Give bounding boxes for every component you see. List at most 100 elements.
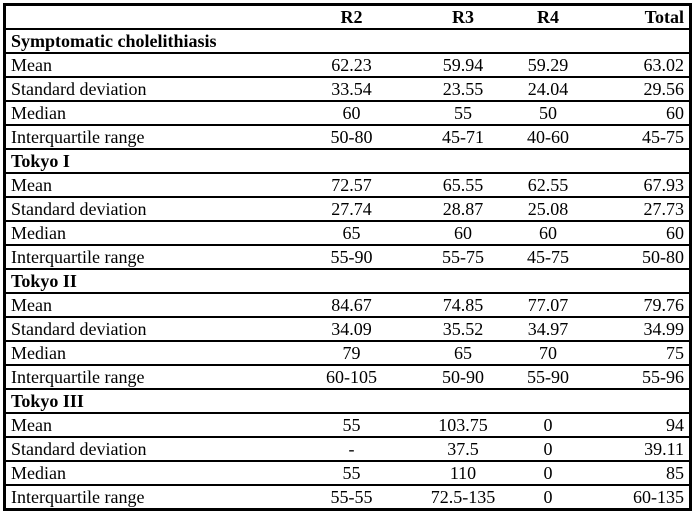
table-row: Interquartile range 55-90 55-75 45-75 50-80	[4, 245, 691, 270]
cell-value: 0	[505, 437, 591, 462]
cell-value: 94	[590, 413, 691, 438]
table-row: Interquartile range 60-105 50-90 55-90 55-96	[4, 365, 691, 390]
table-row: Median 79 65 70 75	[4, 341, 691, 366]
row-label: Interquartile range	[4, 245, 283, 270]
cell-value: 0	[505, 413, 591, 438]
cell-value: 25.08	[505, 197, 591, 222]
table-row: Median 65 60 60 60	[4, 221, 691, 246]
cell-value: 60	[590, 221, 691, 246]
column-header: R4	[505, 4, 591, 30]
cell-value: 50-90	[420, 365, 506, 390]
cell-value: 29.56	[590, 77, 691, 102]
cell-value: 62.55	[505, 173, 591, 198]
cell-value: 39.11	[590, 437, 691, 462]
cell-value: 23.55	[420, 77, 506, 102]
section-header: Tokyo III	[4, 389, 691, 414]
cell-value: 60	[420, 221, 506, 246]
table-row: Standard deviation 34.09 35.52 34.97 34.99	[4, 317, 691, 342]
cell-value: 35.52	[420, 317, 506, 342]
cell-value: 67.93	[590, 173, 691, 198]
cell-value: 0	[505, 461, 591, 486]
cell-value: 50	[505, 101, 591, 126]
cell-value: 103.75	[420, 413, 506, 438]
cell-value: 77.07	[505, 293, 591, 318]
row-label: Mean	[4, 293, 283, 318]
cell-value: 65	[282, 221, 421, 246]
table-row: Median 60 55 50 60	[4, 101, 691, 126]
row-label: Standard deviation	[4, 77, 283, 102]
cell-value: 28.87	[420, 197, 506, 222]
row-label: Standard deviation	[4, 197, 283, 222]
row-label: Interquartile range	[4, 125, 283, 150]
column-header: R2	[282, 4, 421, 30]
cell-value: 60	[282, 101, 421, 126]
cell-value: 33.54	[282, 77, 421, 102]
cell-value: -	[282, 437, 421, 462]
column-header: Total	[590, 4, 691, 30]
cell-value: 62.23	[282, 53, 421, 78]
cell-value: 34.97	[505, 317, 591, 342]
cell-value: 55-96	[590, 365, 691, 390]
table-row: Mean 55 103.75 0 94	[4, 413, 691, 438]
cell-value: 55	[282, 413, 421, 438]
column-header: R3	[420, 4, 506, 30]
corner-cell	[4, 4, 283, 30]
row-label: Interquartile range	[4, 365, 283, 390]
cell-value: 55-90	[282, 245, 421, 270]
table-row: Standard deviation -37.5 0 39.11	[4, 437, 691, 462]
row-label: Median	[4, 341, 283, 366]
cell-value: 63.02	[590, 53, 691, 78]
cell-value: 84.67	[282, 293, 421, 318]
cell-value: 74.85	[420, 293, 506, 318]
statistics-table-body: R2 R3 R4 Total Symptomatic cholelithiasis Mea…	[4, 4, 691, 511]
row-label: Mean	[4, 53, 283, 78]
section-header-row: Tokyo I	[4, 149, 691, 174]
row-label: Standard deviation	[4, 317, 283, 342]
row-label: Mean	[4, 413, 283, 438]
section-header: Symptomatic cholelithiasis	[4, 29, 691, 54]
cell-value: 60	[505, 221, 591, 246]
cell-value: 45-75	[505, 245, 591, 270]
table-row: Mean 62.23 59.94 59.29 63.02	[4, 53, 691, 78]
cell-value: 75	[590, 341, 691, 366]
row-label: Median	[4, 221, 283, 246]
cell-value: 79.76	[590, 293, 691, 318]
cell-value: 70	[505, 341, 591, 366]
cell-value: 27.73	[590, 197, 691, 222]
table-row: Mean 84.67 74.85 77.07 79.76	[4, 293, 691, 318]
cell-value: 34.99	[590, 317, 691, 342]
cell-value: 0	[505, 485, 591, 511]
table-row: Mean 72.57 65.55 62.55 67.93	[4, 173, 691, 198]
table-row: Median 55 110 0 85	[4, 461, 691, 486]
row-label: Median	[4, 101, 283, 126]
cell-value: 60-135	[590, 485, 691, 511]
cell-value: 24.04	[505, 77, 591, 102]
section-header-row: Symptomatic cholelithiasis	[4, 29, 691, 54]
cell-value: 37.5	[420, 437, 506, 462]
cell-value: 110	[420, 461, 506, 486]
cell-value: 34.09	[282, 317, 421, 342]
statistics-table: R2 R3 R4 Total Symptomatic cholelithiasis Mea…	[3, 3, 692, 511]
cell-value: 79	[282, 341, 421, 366]
table-row: Interquartile range 50-80 45-71 40-60 45-75	[4, 125, 691, 150]
row-label: Standard deviation	[4, 437, 283, 462]
cell-value: 72.5-135	[420, 485, 506, 511]
section-header-row: Tokyo II	[4, 269, 691, 294]
table-row: Standard deviation 27.74 28.87 25.08 27.73	[4, 197, 691, 222]
column-header-row: R2 R3 R4 Total	[4, 4, 691, 30]
section-header: Tokyo I	[4, 149, 691, 174]
row-label: Interquartile range	[4, 485, 283, 511]
section-header-row: Tokyo III	[4, 389, 691, 414]
table-row: Standard deviation 33.54 23.55 24.04 29.56	[4, 77, 691, 102]
cell-value: 45-71	[420, 125, 506, 150]
cell-value: 72.57	[282, 173, 421, 198]
row-label: Mean	[4, 173, 283, 198]
cell-value: 55-75	[420, 245, 506, 270]
cell-value: 65.55	[420, 173, 506, 198]
cell-value: 55-55	[282, 485, 421, 511]
cell-value: 55	[420, 101, 506, 126]
table-row: Interquartile range 55-55 72.5-135 0 60-135	[4, 485, 691, 511]
cell-value: 45-75	[590, 125, 691, 150]
cell-value: 65	[420, 341, 506, 366]
